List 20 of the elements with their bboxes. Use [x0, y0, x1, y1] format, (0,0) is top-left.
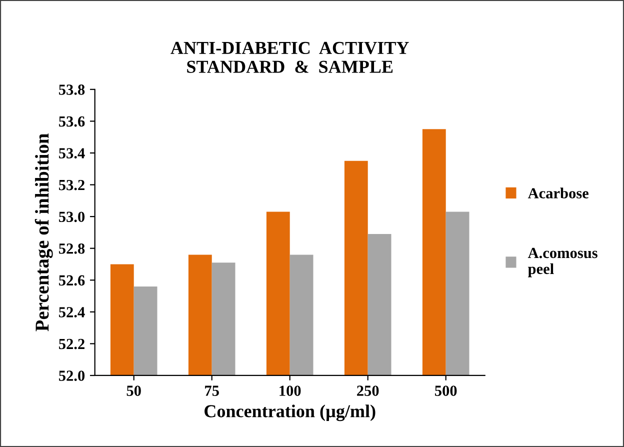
- legend-label: Acarbose: [528, 188, 588, 198]
- y-tick-label: 52.0: [59, 370, 85, 381]
- y-tick-label: 53.8: [59, 84, 85, 95]
- x-tick-label: 500: [435, 386, 457, 396]
- legend-label: A.comosus peel: [528, 248, 598, 278]
- y-tick-label: 53.6: [59, 116, 85, 127]
- y-tick-label: 53.2: [59, 180, 84, 190]
- y-tick-label: 53.0: [59, 212, 85, 222]
- x-tick-label: 75: [205, 386, 219, 396]
- y-tick-label: 52.6: [59, 275, 85, 286]
- x-tick-label: 50: [126, 386, 141, 396]
- chart-title: ANTI-DIABETIC ACTIVITY STANDARD & SAMPLE: [170, 42, 409, 73]
- y-tick-label: 52.8: [59, 243, 85, 254]
- y-tick-label: 53.4: [59, 148, 85, 158]
- x-axis-title: Concentration (µg/ml): [204, 404, 376, 422]
- y-tick-label: 52.4: [59, 307, 85, 318]
- x-tick-label: 100: [280, 386, 301, 396]
- y-axis-title: Percentage of inhibition: [34, 134, 53, 332]
- x-tick-label: 250: [357, 386, 379, 396]
- y-tick-label: 52.2: [59, 338, 84, 350]
